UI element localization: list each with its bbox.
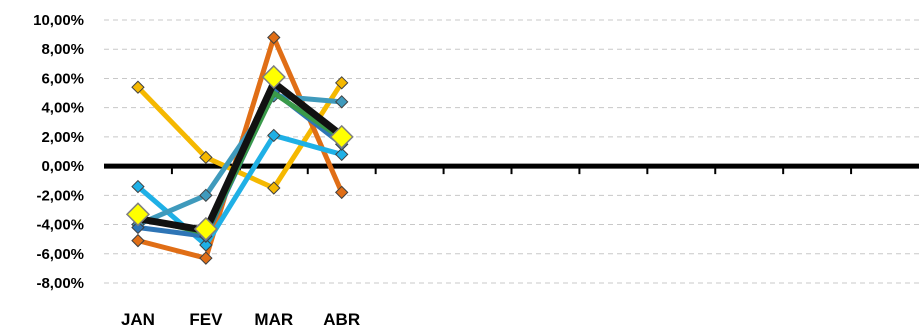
data-point-marker	[199, 251, 213, 265]
series-8	[125, 64, 354, 241]
data-point-marker	[267, 128, 281, 143]
y-tick-label: 10,00%	[33, 12, 84, 29]
data-point-marker	[131, 80, 145, 94]
y-tick-label: 2,00%	[41, 129, 84, 146]
data-point-marker	[125, 202, 151, 227]
data-point-marker	[267, 181, 281, 195]
data-point-marker	[329, 124, 354, 149]
data-point-marker	[335, 185, 349, 200]
series-3	[131, 128, 349, 252]
x-axis-tick-labels: JAN FEV MAR ABR	[121, 310, 360, 329]
y-tick-label: -6,00%	[36, 246, 84, 263]
gridlines	[104, 19, 919, 284]
x-tick-label: FEV	[189, 310, 223, 327]
x-tick-label: MAR	[254, 310, 293, 327]
y-tick-label: 4,00%	[41, 100, 84, 117]
y-tick-label: -8,00%	[36, 275, 84, 292]
series-layer	[125, 30, 354, 265]
data-point-marker	[131, 220, 145, 235]
y-tick-label: 8,00%	[41, 41, 84, 58]
y-tick-label: -2,00%	[36, 187, 84, 204]
series-line	[134, 79, 346, 234]
series-line	[135, 132, 345, 248]
series-1	[131, 76, 349, 195]
data-point-marker	[193, 216, 218, 241]
data-point-marker	[131, 233, 145, 248]
data-point-marker	[199, 238, 213, 252]
series-line	[135, 93, 345, 228]
data-point-marker	[131, 179, 145, 194]
data-point-marker	[335, 76, 349, 90]
y-tick-label: 6,00%	[41, 70, 84, 87]
data-point-marker	[335, 147, 349, 162]
data-point-marker	[267, 30, 281, 45]
y-tick-label: 0,00%	[41, 158, 84, 175]
x-tick-label: ABR	[323, 310, 360, 327]
x-tick-label: JAN	[121, 310, 155, 327]
data-point-marker	[199, 150, 213, 165]
data-point-marker	[335, 95, 349, 109]
series-line	[135, 80, 345, 191]
data-point-marker	[261, 64, 286, 90]
data-point-marker	[199, 188, 213, 203]
y-axis-tick-labels: 10,00% 8,00% 6,00% 4,00% 2,00% 0,00% -2,00% -4,…	[33, 12, 84, 292]
y-tick-label: -4,00%	[36, 217, 84, 234]
